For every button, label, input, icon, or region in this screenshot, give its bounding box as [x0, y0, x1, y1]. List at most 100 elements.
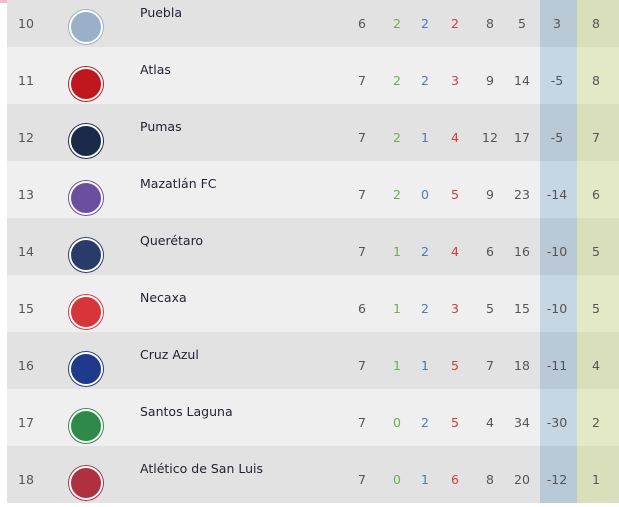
stat-p: 7	[358, 358, 366, 373]
pts-column-bg	[577, 0, 619, 47]
rank: 11	[18, 73, 34, 88]
stat-d: 1	[421, 472, 429, 487]
stat-gf: 7	[486, 358, 494, 373]
pts-column-bg	[577, 446, 619, 503]
stat-gf: 9	[486, 187, 494, 202]
stat-gd: -5	[550, 73, 564, 88]
rank: 13	[18, 187, 34, 202]
necaxa-crest-icon	[69, 295, 103, 329]
table-row[interactable]: 16 Cruz Azul 7 1 1 5 7 18 -11 4	[7, 332, 619, 389]
table-row[interactable]: 14 Querétaro 7 1 2 4 6 16 -10 5	[7, 218, 619, 275]
rank: 16	[18, 358, 34, 373]
rank: 18	[18, 472, 34, 487]
stat-ga: 18	[514, 358, 530, 373]
stat-l: 6	[451, 472, 459, 487]
stat-gd: -10	[546, 301, 568, 316]
stat-p: 7	[358, 130, 366, 145]
atlas-crest-icon	[69, 67, 103, 101]
stat-pts: 1	[592, 472, 600, 487]
stat-gd: -12	[546, 472, 568, 487]
table-row[interactable]: 10 Puebla 6 2 2 2 8 5 3 8	[7, 0, 619, 47]
stat-d: 2	[421, 244, 429, 259]
table-row[interactable]: 18 Atlético de San Luis 7 0 1 6 8 20 -12 1	[7, 446, 619, 503]
team-name[interactable]: Cruz Azul	[140, 347, 199, 362]
stat-w: 2	[393, 16, 401, 31]
stat-p: 7	[358, 415, 366, 430]
standings-table: 10 Puebla 6 2 2 2 8 5 3 8 11 Atlas 7 2 2 3 9 14 -5 8 12 …	[7, 0, 619, 503]
rank: 15	[18, 301, 34, 316]
stat-ga: 20	[514, 472, 530, 487]
stat-gf: 4	[486, 415, 494, 430]
stat-d: 0	[421, 187, 429, 202]
pts-column-bg	[577, 47, 619, 104]
team-name[interactable]: Necaxa	[140, 290, 187, 305]
stat-pts: 6	[592, 187, 600, 202]
team-name[interactable]: Puebla	[140, 5, 182, 20]
table-row[interactable]: 11 Atlas 7 2 2 3 9 14 -5 8	[7, 47, 619, 104]
pts-column-bg	[577, 218, 619, 275]
team-name[interactable]: Pumas	[140, 119, 182, 134]
santos-crest-icon	[69, 409, 103, 443]
stat-ga: 34	[514, 415, 530, 430]
san-luis-crest-icon	[69, 466, 103, 500]
mazatlan-crest-icon	[69, 181, 103, 215]
stat-l: 5	[451, 358, 459, 373]
stat-ga: 14	[514, 73, 530, 88]
team-name[interactable]: Santos Laguna	[140, 404, 233, 419]
team-name[interactable]: Atlético de San Luis	[140, 461, 264, 476]
stat-d: 2	[421, 73, 429, 88]
team-name[interactable]: Atlas	[140, 62, 171, 77]
stat-pts: 8	[592, 16, 600, 31]
gd-column-bg	[540, 446, 577, 503]
stat-pts: 4	[592, 358, 600, 373]
stat-pts: 5	[592, 301, 600, 316]
stat-l: 5	[451, 187, 459, 202]
stat-gd: -14	[546, 187, 568, 202]
stat-pts: 2	[592, 415, 600, 430]
stat-l: 4	[451, 244, 459, 259]
stat-pts: 5	[592, 244, 600, 259]
stat-d: 2	[421, 415, 429, 430]
stat-p: 7	[358, 73, 366, 88]
pts-column-bg	[577, 104, 619, 161]
table-row[interactable]: 15 Necaxa 6 1 2 3 5 15 -10 5	[7, 275, 619, 332]
pts-column-bg	[577, 275, 619, 332]
stat-w: 2	[393, 73, 401, 88]
stat-ga: 16	[514, 244, 530, 259]
stat-w: 2	[393, 187, 401, 202]
team-name[interactable]: Mazatlán FC	[140, 176, 217, 191]
gd-column-bg	[540, 161, 577, 218]
stat-gd: -30	[546, 415, 568, 430]
table-row[interactable]: 17 Santos Laguna 7 0 2 5 4 34 -30 2	[7, 389, 619, 446]
team-name[interactable]: Querétaro	[140, 233, 204, 248]
stat-pts: 8	[592, 73, 600, 88]
stat-ga: 15	[514, 301, 530, 316]
stat-w: 1	[393, 358, 401, 373]
stat-w: 1	[393, 301, 401, 316]
gd-column-bg	[540, 332, 577, 389]
stat-gf: 12	[482, 130, 498, 145]
stat-p: 6	[358, 16, 366, 31]
stat-pts: 7	[592, 130, 600, 145]
rank: 14	[18, 244, 34, 259]
stat-w: 1	[393, 244, 401, 259]
table-row[interactable]: 12 Pumas 7 2 1 4 12 17 -5 7	[7, 104, 619, 161]
stat-w: 2	[393, 130, 401, 145]
table-row[interactable]: 13 Mazatlán FC 7 2 0 5 9 23 -14 6	[7, 161, 619, 218]
stat-p: 7	[358, 244, 366, 259]
gd-column-bg	[540, 0, 577, 47]
gd-column-bg	[540, 47, 577, 104]
stat-d: 2	[421, 16, 429, 31]
rank: 10	[18, 16, 34, 31]
pumas-crest-icon	[69, 124, 103, 158]
gd-column-bg	[540, 218, 577, 275]
stat-l: 5	[451, 415, 459, 430]
stat-l: 4	[451, 130, 459, 145]
stat-w: 0	[393, 415, 401, 430]
rank: 12	[18, 130, 34, 145]
gd-column-bg	[540, 389, 577, 446]
stat-l: 3	[451, 73, 459, 88]
stat-ga: 23	[514, 187, 530, 202]
stat-d: 2	[421, 301, 429, 316]
stat-p: 7	[358, 187, 366, 202]
